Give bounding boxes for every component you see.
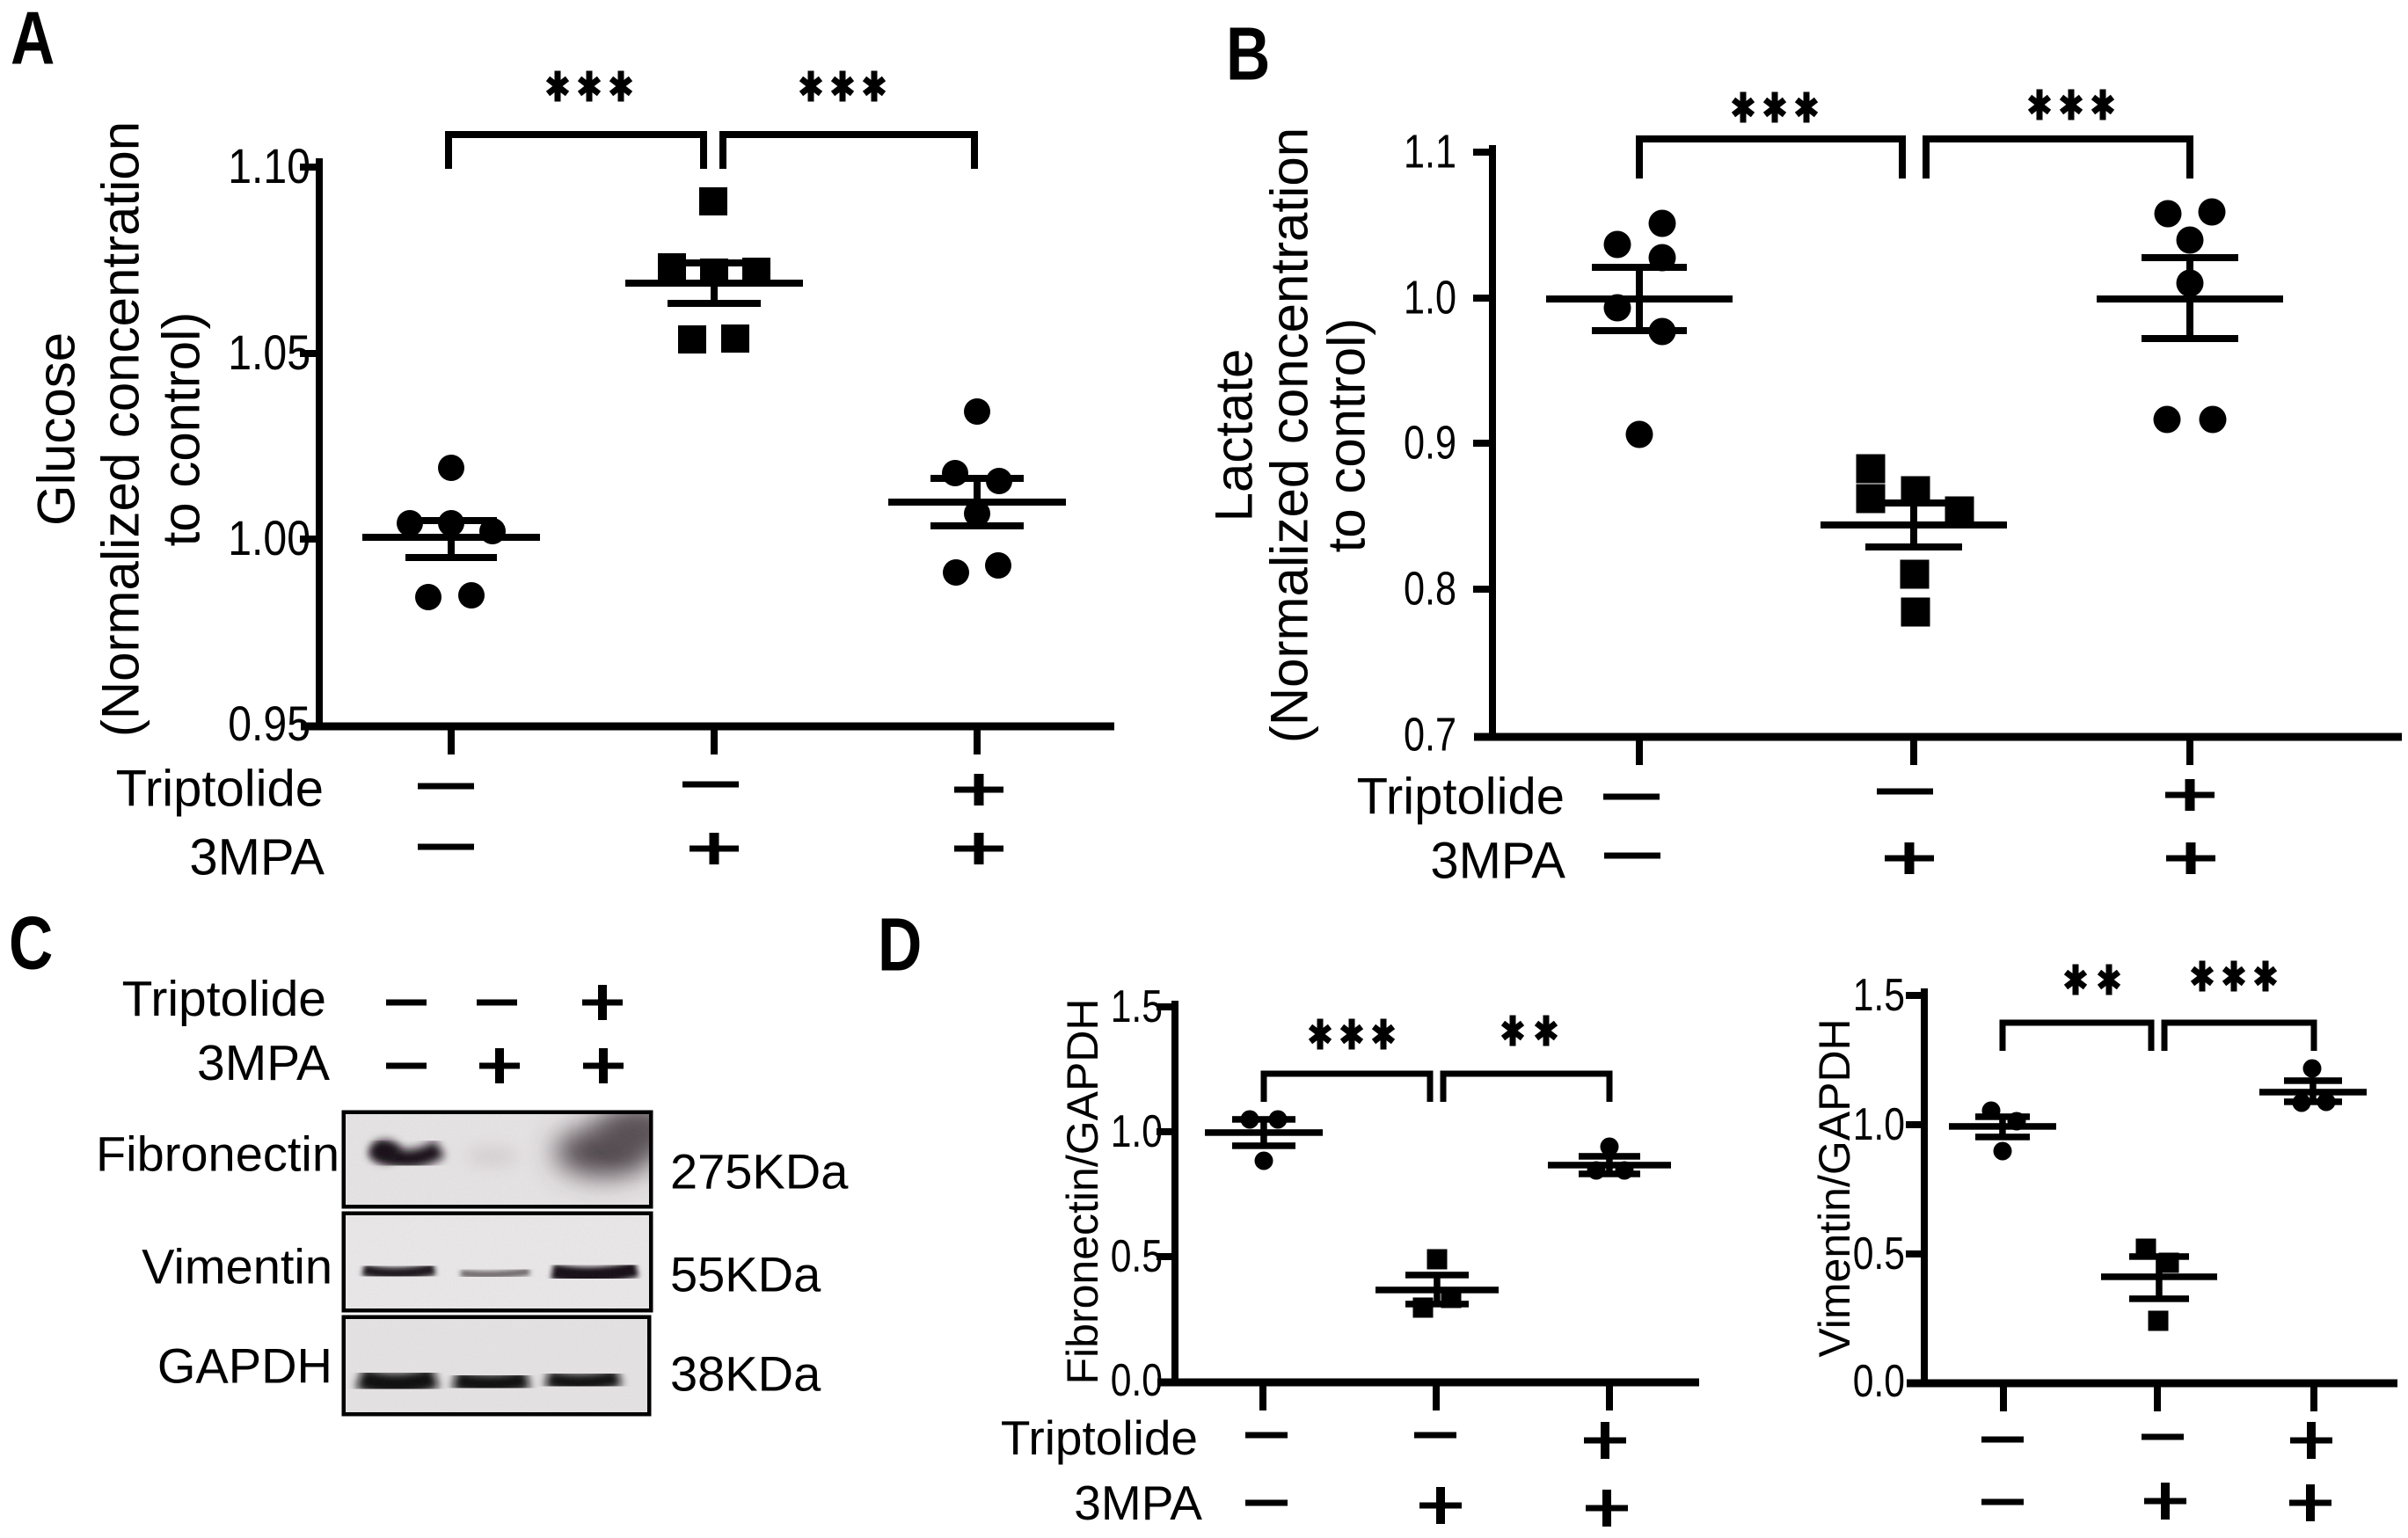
svg-text:Vimentin/GAPDH: Vimentin/GAPDH [1810,1018,1859,1357]
svg-text:A: A [11,0,55,80]
svg-text:1.05: 1.05 [228,326,310,381]
svg-text:1.5: 1.5 [1853,970,1905,1021]
svg-text:Fibronectin: Fibronectin [96,1126,339,1182]
svg-text:275KDa: 275KDa [670,1144,849,1199]
svg-text:3MPA: 3MPA [1430,833,1565,890]
svg-text:1.0: 1.0 [1853,1099,1905,1150]
svg-text:Lactate: Lactate [1205,349,1264,522]
svg-text:Triptolide: Triptolide [1357,769,1565,826]
svg-text:(Normalized concentration: (Normalized concentration [1260,128,1319,743]
svg-text:0.0: 0.0 [1853,1356,1905,1407]
svg-text:Triptolide: Triptolide [116,761,324,818]
svg-text:C: C [9,902,53,985]
svg-text:GAPDH: GAPDH [157,1338,332,1394]
svg-text:3MPA: 3MPA [189,829,325,886]
svg-text:0.95: 0.95 [228,697,310,752]
svg-text:Fibronectin/GAPDH: Fibronectin/GAPDH [1058,998,1107,1384]
svg-text:0.8: 0.8 [1404,563,1456,616]
svg-text:Glucose: Glucose [27,332,86,526]
svg-text:1.00: 1.00 [228,512,310,566]
svg-text:0.0: 0.0 [1111,1355,1163,1406]
svg-text:Triptolide: Triptolide [122,971,326,1027]
svg-text:1.5: 1.5 [1111,981,1163,1032]
svg-text:B: B [1226,13,1270,96]
svg-text:55KDa: 55KDa [670,1247,821,1302]
svg-text:Triptolide: Triptolide [1001,1410,1198,1465]
svg-text:0.5: 0.5 [1853,1228,1905,1279]
svg-text:1.10: 1.10 [228,140,310,194]
svg-text:D: D [878,904,922,987]
svg-text:38KDa: 38KDa [670,1346,821,1402]
svg-text:1.0: 1.0 [1404,272,1456,324]
svg-text:1.1: 1.1 [1404,126,1456,179]
svg-text:to control): to control) [1317,318,1376,553]
svg-text:0.5: 0.5 [1111,1231,1163,1282]
svg-text:3MPA: 3MPA [197,1035,330,1091]
svg-text:Vimentin: Vimentin [142,1239,332,1294]
svg-text:1.0: 1.0 [1111,1106,1163,1157]
svg-text:0.7: 0.7 [1404,709,1456,762]
svg-text:to control): to control) [152,312,211,547]
svg-text:(Normalized concentration: (Normalized concentration [91,121,150,737]
svg-text:0.9: 0.9 [1404,417,1456,470]
svg-text:3MPA: 3MPA [1074,1476,1202,1530]
